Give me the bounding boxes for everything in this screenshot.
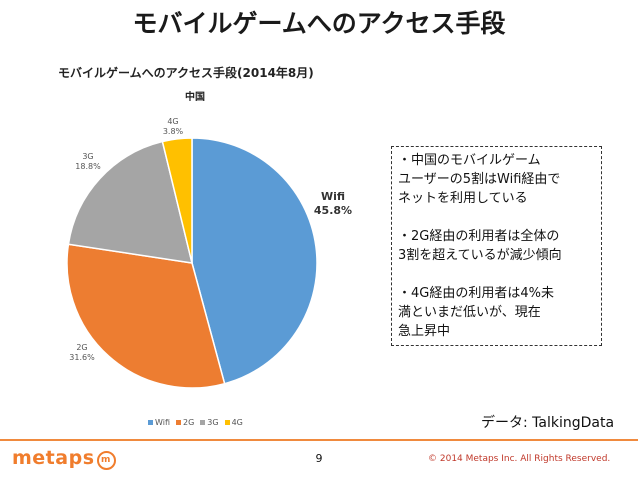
page-number: 9	[315, 452, 323, 465]
slice-label-4g: 4G 3.8%	[153, 117, 193, 137]
slice-label-wifi-name: Wifi	[320, 190, 346, 203]
legend-item-3g: 3G	[200, 418, 219, 427]
slide-title: モバイルゲームへのアクセス手段	[132, 9, 506, 38]
footer-divider	[0, 439, 638, 441]
slice-label-wifi-value: 45.8%	[313, 204, 353, 217]
pie-slice-2g	[66, 243, 226, 389]
slice-label-2g: 2G 31.6%	[62, 343, 102, 363]
data-source: データ: TalkingData	[481, 415, 615, 431]
legend-item-4g: 4G	[224, 418, 243, 427]
slice-label-4g-value: 3.8%	[162, 127, 184, 136]
chart-legend: Wifi 2G 3G 4G	[148, 418, 243, 427]
metaps-logo: metaps m	[12, 447, 116, 470]
slice-label-2g-name: 2G	[76, 343, 88, 352]
slice-label-4g-name: 4G	[167, 117, 179, 126]
legend-label-3g: 3G	[207, 418, 219, 427]
legend-item-wifi: Wifi	[148, 418, 170, 427]
summary-note-box: ・中国のモバイルゲーム ユーザーの5割はWifi経由で ネットを利用している ・…	[391, 146, 602, 346]
legend-label-2g: 2G	[183, 418, 195, 427]
copyright: © 2014 Metaps Inc. All Rights Reserved.	[428, 454, 611, 464]
slice-label-3g-value: 18.8%	[75, 162, 101, 171]
pie-slice-3g	[67, 140, 193, 264]
legend-label-4g: 4G	[231, 418, 243, 427]
pie-slice-4g	[161, 137, 193, 264]
legend-swatch-3g	[200, 420, 206, 425]
logo-text: metaps	[12, 447, 95, 469]
slice-label-3g: 3G 18.8%	[68, 152, 108, 172]
note-point-2g: ・2G経由の利用者は全体の 3割を超えているが減少傾向	[398, 229, 562, 263]
chart-title: モバイルゲームへのアクセス手段(2014年8月)	[58, 66, 314, 80]
logo-mark: m	[96, 451, 116, 470]
legend-swatch-wifi	[148, 420, 153, 425]
note-point-wifi: ・中国のモバイルゲーム ユーザーの5割はWifi経由で ネットを利用している	[398, 153, 561, 206]
chart-subtitle: 中国	[185, 92, 205, 103]
slice-label-wifi: Wifi 45.8%	[308, 190, 358, 218]
legend-swatch-2g	[176, 420, 181, 425]
legend-item-2g: 2G	[176, 418, 194, 427]
slice-label-3g-name: 3G	[82, 152, 94, 161]
legend-label-wifi: Wifi	[155, 418, 170, 427]
legend-swatch-4g	[224, 420, 230, 425]
slice-label-2g-value: 31.6%	[69, 353, 95, 362]
pie-slice-wifi	[191, 137, 318, 385]
note-point-4g: ・4G経由の利用者は4%未 満といまだ低いが、現在 急上昇中	[398, 286, 554, 339]
